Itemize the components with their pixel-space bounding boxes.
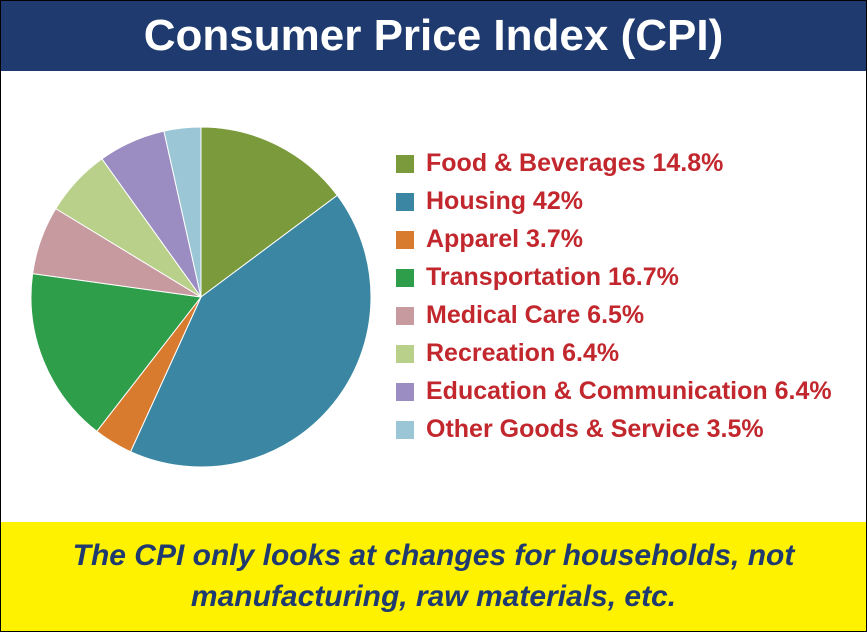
legend-item: Housing 42% — [396, 187, 846, 216]
footer-text: The CPI only looks at changes for househ… — [73, 539, 795, 613]
legend-item: Medical Care 6.5% — [396, 301, 846, 330]
legend-swatch — [396, 231, 414, 249]
main-content: Food & Beverages 14.8% Housing 42% Apparel… — [1, 71, 866, 522]
legend-swatch — [396, 307, 414, 325]
legend-item: Education & Communication 6.4% — [396, 377, 846, 406]
pie-chart-svg — [21, 112, 381, 482]
legend-swatch — [396, 345, 414, 363]
footer-note: The CPI only looks at changes for househ… — [1, 522, 866, 631]
legend-label: Medical Care 6.5% — [426, 301, 644, 330]
legend-swatch — [396, 155, 414, 173]
legend-label: Other Goods & Service 3.5% — [426, 415, 764, 444]
legend-swatch — [396, 193, 414, 211]
legend-item: Transportation 16.7% — [396, 263, 846, 292]
legend-item: Food & Beverages 14.8% — [396, 149, 846, 178]
header-bar: Consumer Price Index (CPI) — [1, 1, 866, 71]
legend-item: Recreation 6.4% — [396, 339, 846, 368]
legend-label: Housing 42% — [426, 187, 583, 216]
legend-label: Transportation 16.7% — [426, 263, 679, 292]
legend-label: Food & Beverages 14.8% — [426, 149, 723, 178]
legend-swatch — [396, 383, 414, 401]
legend-label: Recreation 6.4% — [426, 339, 619, 368]
pie-chart — [21, 112, 381, 482]
legend-item: Other Goods & Service 3.5% — [396, 415, 846, 444]
legend-swatch — [396, 421, 414, 439]
legend-label: Apparel 3.7% — [426, 225, 583, 254]
chart-legend: Food & Beverages 14.8% Housing 42% Apparel… — [381, 140, 846, 453]
legend-swatch — [396, 269, 414, 287]
legend-label: Education & Communication 6.4% — [426, 377, 832, 406]
page-title: Consumer Price Index (CPI) — [144, 11, 723, 60]
legend-item: Apparel 3.7% — [396, 225, 846, 254]
